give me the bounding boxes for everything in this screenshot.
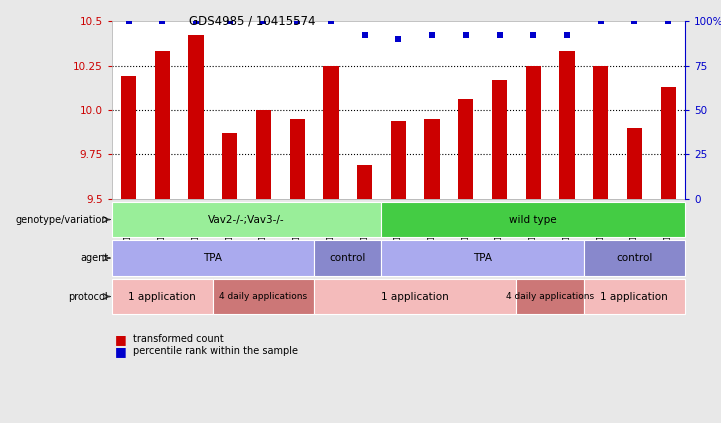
Text: percentile rank within the sample: percentile rank within the sample — [133, 346, 298, 356]
Bar — [357, 165, 372, 199]
Bar — [112, 240, 314, 276]
Bar — [121, 76, 136, 199]
Bar — [584, 240, 685, 276]
Text: 1 application: 1 application — [601, 291, 668, 302]
Text: 4 daily applications: 4 daily applications — [219, 292, 308, 301]
Bar — [381, 240, 584, 276]
Text: protocol: protocol — [68, 291, 108, 302]
Bar — [516, 279, 584, 314]
Bar — [660, 87, 676, 199]
Bar — [459, 99, 474, 199]
Bar — [314, 240, 381, 276]
Bar — [290, 119, 305, 199]
Text: control: control — [329, 253, 366, 263]
Bar — [627, 128, 642, 199]
Bar — [188, 36, 203, 199]
Bar — [492, 80, 507, 199]
Text: transformed count: transformed count — [133, 334, 224, 344]
Bar — [222, 133, 237, 199]
Bar — [314, 279, 516, 314]
Bar — [112, 279, 213, 314]
Text: Vav2-/-;Vav3-/-: Vav2-/-;Vav3-/- — [208, 214, 285, 225]
Bar — [425, 119, 440, 199]
Bar — [593, 66, 609, 199]
Bar — [584, 279, 685, 314]
Text: 1 application: 1 application — [381, 291, 449, 302]
Bar — [526, 66, 541, 199]
Bar — [213, 279, 314, 314]
Bar — [381, 202, 685, 237]
Bar — [323, 66, 338, 199]
Text: TPA: TPA — [203, 253, 222, 263]
Bar — [559, 51, 575, 199]
Text: wild type: wild type — [510, 214, 557, 225]
Text: control: control — [616, 253, 653, 263]
Text: ■: ■ — [115, 333, 127, 346]
Text: ■: ■ — [115, 345, 127, 357]
Text: 4 daily applications: 4 daily applications — [506, 292, 594, 301]
Text: GDS4985 / 10415574: GDS4985 / 10415574 — [189, 15, 316, 28]
Text: agent: agent — [80, 253, 108, 263]
Bar — [112, 202, 381, 237]
Text: TPA: TPA — [473, 253, 492, 263]
Text: genotype/variation: genotype/variation — [16, 214, 108, 225]
Text: 1 application: 1 application — [128, 291, 196, 302]
Bar — [391, 121, 406, 199]
Bar — [256, 110, 271, 199]
Bar — [155, 51, 170, 199]
